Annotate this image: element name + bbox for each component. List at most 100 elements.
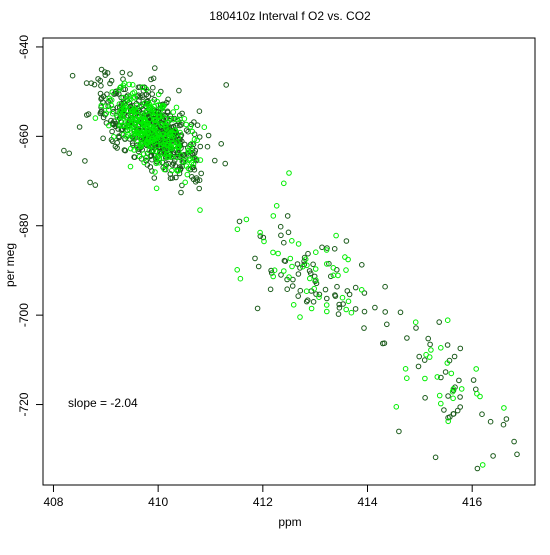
data-point (142, 84, 148, 91)
data-point (167, 175, 174, 182)
data-point (131, 119, 138, 126)
data-point (145, 129, 152, 136)
data-point (109, 128, 115, 135)
data-point (450, 386, 457, 392)
data-point (281, 180, 287, 187)
data-point (156, 155, 163, 161)
data-point (361, 308, 368, 315)
data-point (473, 366, 480, 372)
data-point (159, 102, 166, 109)
y-tick-label: -660 (17, 124, 31, 148)
data-point (118, 114, 125, 120)
data-point (132, 130, 138, 136)
data-point (184, 171, 191, 178)
data-point (87, 179, 93, 186)
data-point (162, 135, 168, 141)
data-point (189, 174, 195, 180)
data-point (218, 141, 224, 147)
data-point (295, 241, 302, 247)
data-point (140, 114, 147, 120)
data-point (511, 438, 517, 445)
data-point (222, 160, 228, 167)
x-tick-label: 410 (148, 495, 168, 509)
data-point (143, 154, 150, 160)
data-point (98, 108, 105, 114)
data-point (92, 182, 99, 188)
data-point (382, 283, 388, 290)
data-point (422, 395, 428, 401)
data-point (92, 115, 99, 121)
chart-title: 180410z Interval f O2 vs. CO2 (209, 9, 371, 23)
data-point (336, 301, 343, 308)
data-point (432, 454, 439, 461)
data-point (129, 140, 136, 146)
data-point (105, 103, 111, 110)
data-point (130, 118, 137, 124)
data-point (183, 121, 189, 128)
data-point (223, 82, 229, 88)
data-point (286, 170, 292, 176)
data-point (172, 127, 178, 134)
data-point (129, 90, 136, 97)
data-point (129, 110, 135, 117)
data-point (490, 453, 496, 459)
data-point (382, 309, 389, 315)
data-point (297, 287, 304, 294)
data-point (167, 142, 173, 149)
fit-layer (535, 0, 550, 38)
data-point (143, 86, 150, 92)
data-point (166, 151, 172, 158)
data-point (111, 134, 117, 140)
data-point (197, 157, 204, 163)
data-point (149, 91, 155, 97)
data-point (196, 108, 203, 114)
data-point (304, 297, 311, 304)
data-point (173, 174, 179, 181)
data-point (340, 301, 346, 307)
data-point (252, 255, 258, 262)
data-point (154, 98, 160, 105)
data-point (108, 102, 115, 109)
data-point (159, 140, 165, 146)
data-point (436, 392, 443, 399)
data-point (297, 314, 303, 320)
data-point (102, 112, 108, 118)
data-point (302, 256, 309, 263)
data-point (109, 110, 116, 117)
data-point (120, 94, 126, 101)
data-point (479, 411, 485, 418)
data-point (173, 104, 180, 111)
data-point (458, 386, 465, 392)
data-point (175, 143, 181, 150)
data-point (151, 175, 158, 181)
data-point (311, 285, 318, 292)
data-point (194, 122, 201, 128)
data-point (428, 347, 434, 353)
y-tick-label: -680 (17, 213, 31, 237)
data-point (445, 418, 452, 425)
data-point (187, 144, 193, 150)
data-point (169, 145, 175, 152)
data-point (120, 131, 127, 138)
data-point (69, 72, 76, 79)
data-point (174, 154, 180, 161)
data-point (129, 107, 136, 113)
data-point (330, 272, 337, 279)
data-point (358, 287, 365, 293)
data-point (254, 305, 261, 312)
data-point (150, 124, 156, 131)
x-tick-label: 414 (357, 495, 377, 509)
y-axis-label: per meg (3, 243, 17, 287)
data-point (159, 122, 165, 128)
data-point (457, 394, 463, 400)
data-point (167, 131, 174, 137)
data-point (135, 130, 141, 136)
data-point (412, 319, 419, 326)
data-point (333, 232, 339, 239)
data-point (121, 80, 128, 86)
data-point (108, 77, 115, 84)
data-point (66, 150, 72, 157)
data-point (143, 109, 149, 115)
data-point (236, 218, 243, 225)
